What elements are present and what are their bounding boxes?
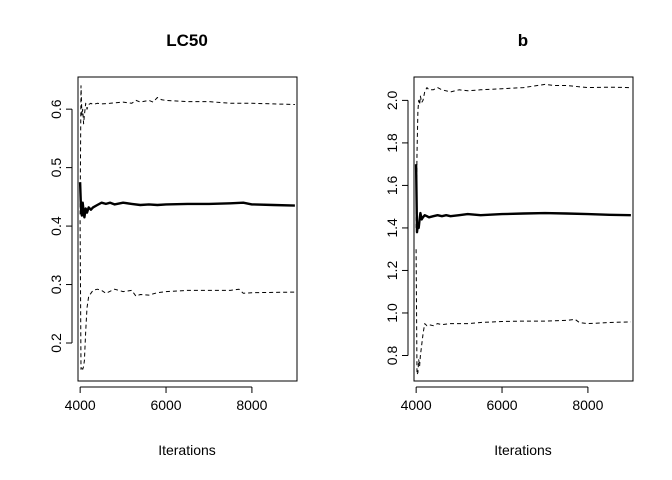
series-line-upper-bound: [79, 85, 295, 215]
x-axis-label: Iterations: [494, 442, 552, 458]
y-tick-label: 0.5: [48, 158, 64, 178]
x-tick-label: 8000: [236, 397, 267, 413]
x-axis: 4000 6000 8000: [65, 386, 268, 413]
y-tick-label: 1.2: [384, 261, 400, 281]
y-axis: 0.2 0.3 0.4 0.5 0.6: [48, 99, 73, 353]
x-tick-label: 4000: [65, 397, 96, 413]
series-line-lower-bound: [415, 249, 631, 376]
plot-frame: [77, 76, 298, 382]
series-line-lower-bound: [79, 220, 295, 370]
y-tick-label: 1.8: [384, 133, 400, 153]
x-tick-label: 6000: [486, 397, 517, 413]
chart-panel-b: b 4000 6000 8000 0.8 1.0 1.2 1.4 1.6 1.8 2.0 Ite…: [384, 31, 634, 458]
series-layer: [414, 83, 631, 376]
series-line-upper-bound: [415, 83, 631, 228]
y-tick-label: 2.0: [384, 90, 400, 110]
x-tick-label: 6000: [150, 397, 181, 413]
y-axis: 0.8 1.0 1.2 1.4 1.6 1.8 2.0: [384, 90, 409, 366]
y-tick-label: 1.4: [384, 218, 400, 238]
y-tick-label: 0.4: [48, 216, 64, 236]
y-tick-label: 0.8: [384, 346, 400, 366]
x-axis: 4000 6000 8000: [401, 386, 604, 413]
y-tick-label: 0.3: [48, 275, 64, 295]
y-tick-label: 0.2: [48, 333, 64, 353]
x-tick-label: 4000: [401, 397, 432, 413]
y-tick-label: 1.0: [384, 303, 400, 323]
series-line-median: [78, 182, 295, 219]
chart-panel-lc50: LC50 4000 6000 8000 0.2 0.3 0.4 0.5 0.6 Iterat…: [48, 31, 298, 458]
chart-title: b: [518, 31, 528, 50]
y-tick-label: 0.6: [48, 99, 64, 119]
x-tick-label: 8000: [572, 397, 603, 413]
series-layer: [78, 85, 295, 370]
series-line-median: [414, 164, 631, 234]
x-axis-label: Iterations: [158, 442, 216, 458]
chart-title: LC50: [166, 31, 208, 50]
plot-frame: [413, 76, 634, 382]
y-tick-label: 1.6: [384, 175, 400, 195]
